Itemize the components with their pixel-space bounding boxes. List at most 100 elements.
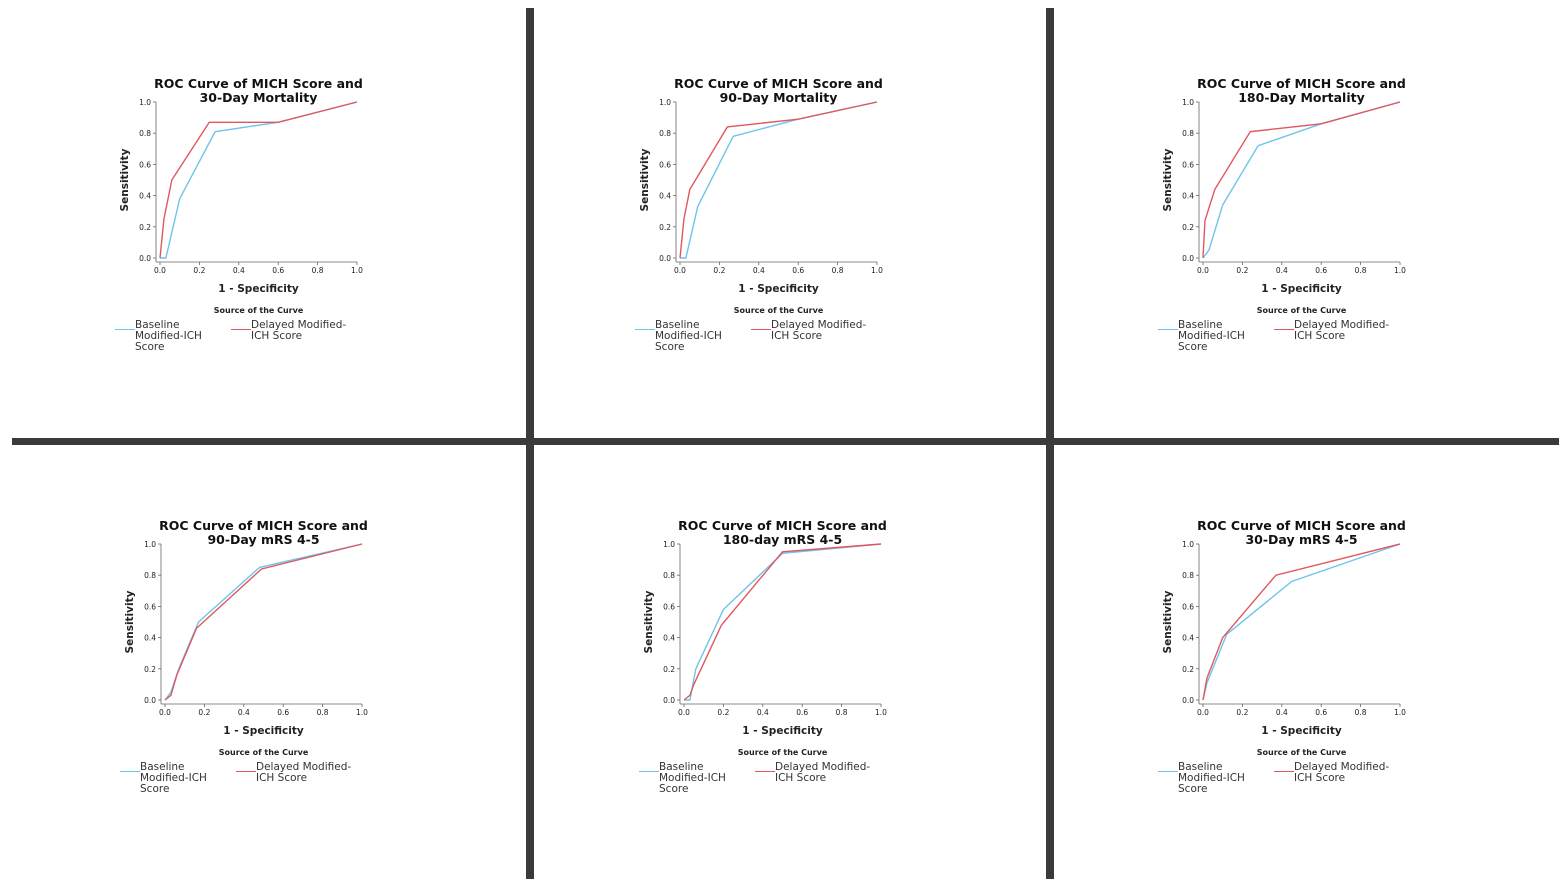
- roc-curve: [680, 101, 878, 259]
- x-tick-label: 0.4: [1276, 266, 1288, 275]
- x-tick-label: 0.0: [1197, 708, 1209, 717]
- y-tick-label: 0.4: [663, 634, 675, 643]
- legend-entry: Baseline Modified-ICH Score: [1158, 762, 1274, 795]
- y-tick-label: 0.6: [659, 160, 671, 169]
- roc-curve: [164, 543, 363, 701]
- x-tick-label: 0.6: [272, 266, 284, 275]
- legend-title: Source of the Curve: [219, 748, 309, 757]
- legend-swatch: [120, 771, 140, 772]
- legend-label: Baseline Modified-ICH Score: [140, 761, 207, 795]
- y-tick-label: 0.2: [1182, 223, 1194, 232]
- legend: Baseline Modified-ICH Score Delayed Modif…: [1158, 320, 1390, 353]
- legend-entry: Baseline Modified-ICH Score: [115, 320, 231, 353]
- legend-swatch: [231, 329, 251, 330]
- x-tick-label: 0.4: [238, 708, 250, 717]
- roc-curve: [1202, 101, 1401, 259]
- legend-label: Baseline Modified-ICH Score: [659, 761, 726, 795]
- y-tick-label: 0.0: [659, 254, 671, 263]
- chart-title: ROC Curve of MICH Score and 90-Day mRS 4…: [159, 518, 368, 547]
- y-tick-label: 0.2: [659, 223, 671, 232]
- legend: Baseline Modified-ICH Score Delayed Modif…: [120, 762, 352, 795]
- y-tick-label: 0.6: [663, 602, 675, 611]
- y-tick-label: 0.8: [663, 571, 675, 580]
- x-axis-label: 1 - Specificity: [738, 283, 819, 295]
- x-tick-label: 0.8: [832, 266, 844, 275]
- legend-entry: Delayed Modified-ICH Score: [1274, 762, 1390, 784]
- legend-label: Delayed Modified-ICH Score: [775, 761, 871, 784]
- y-axis-label: Sensitivity: [124, 590, 136, 653]
- legend-label: Delayed Modified-ICH Score: [251, 319, 347, 342]
- roc-curve: [160, 101, 358, 259]
- legend-title: Source of the Curve: [738, 748, 828, 757]
- x-tick-label: 1.0: [356, 708, 368, 717]
- y-tick-label: 0.4: [659, 192, 671, 201]
- y-tick-label: 0.2: [139, 223, 151, 232]
- legend-swatch: [1158, 771, 1178, 772]
- y-axis-label: Sensitivity: [1162, 590, 1174, 653]
- roc-curve: [1202, 543, 1401, 701]
- legend-entry: Baseline Modified-ICH Score: [635, 320, 751, 353]
- chart-title: ROC Curve of MICH Score and 30-Day Morta…: [154, 76, 363, 105]
- y-tick-label: 0.2: [1182, 665, 1194, 674]
- x-tick-label: 0.8: [312, 266, 324, 275]
- y-axis-label: Sensitivity: [119, 148, 131, 211]
- y-tick-label: 0.8: [144, 571, 156, 580]
- legend-entry: Delayed Modified-ICH Score: [751, 320, 867, 342]
- y-tick-label: 0.4: [1182, 634, 1194, 643]
- x-tick-label: 0.8: [1355, 266, 1367, 275]
- x-tick-label: 1.0: [1394, 708, 1406, 717]
- y-tick-label: 0.6: [144, 602, 156, 611]
- legend-entry: Delayed Modified-ICH Score: [231, 320, 347, 342]
- x-tick-label: 0.2: [193, 266, 205, 275]
- x-tick-label: 0.2: [1236, 266, 1248, 275]
- roc-curve: [684, 543, 882, 701]
- y-axis-label: Sensitivity: [1162, 148, 1174, 211]
- x-tick-label: 1.0: [351, 266, 363, 275]
- legend-entry: Delayed Modified-ICH Score: [1274, 320, 1390, 342]
- y-tick-label: 0.2: [663, 665, 675, 674]
- x-tick-label: 0.4: [233, 266, 245, 275]
- x-tick-label: 0.2: [198, 708, 210, 717]
- x-tick-label: 0.4: [757, 708, 769, 717]
- y-tick-label: 0.4: [144, 634, 156, 643]
- y-tick-label: 0.4: [139, 192, 151, 201]
- y-axis-label: Sensitivity: [639, 148, 651, 211]
- x-tick-label: 0.8: [317, 708, 329, 717]
- x-tick-label: 0.0: [1197, 266, 1209, 275]
- y-tick-label: 0.8: [139, 129, 151, 138]
- legend-entry: Baseline Modified-ICH Score: [120, 762, 236, 795]
- x-tick-label: 1.0: [875, 708, 887, 717]
- legend-swatch: [1274, 771, 1294, 772]
- y-tick-label: 0.8: [1182, 129, 1194, 138]
- x-tick-label: 0.4: [753, 266, 765, 275]
- y-tick-label: 0.0: [144, 696, 156, 705]
- legend-title: Source of the Curve: [1257, 748, 1347, 757]
- x-tick-label: 0.0: [154, 266, 166, 275]
- legend-label: Baseline Modified-ICH Score: [135, 319, 202, 353]
- chart-title: ROC Curve of MICH Score and 30-Day mRS 4…: [1197, 518, 1406, 547]
- legend-swatch: [751, 329, 771, 330]
- chart-title: ROC Curve of MICH Score and 90-Day Morta…: [674, 76, 883, 105]
- y-tick-label: 0.0: [1182, 696, 1194, 705]
- legend-label: Delayed Modified-ICH Score: [771, 319, 867, 342]
- roc-curve: [159, 101, 358, 259]
- x-axis-label: 1 - Specificity: [742, 725, 823, 737]
- roc-curve: [683, 543, 882, 701]
- y-tick-label: 0.4: [1182, 192, 1194, 201]
- y-tick-label: 1.0: [663, 540, 675, 549]
- y-tick-label: 1.0: [139, 98, 151, 107]
- y-tick-label: 0.6: [139, 160, 151, 169]
- y-tick-label: 1.0: [144, 540, 156, 549]
- legend-entry: Delayed Modified-ICH Score: [236, 762, 352, 784]
- x-tick-label: 0.8: [836, 708, 848, 717]
- y-tick-label: 0.6: [1182, 602, 1194, 611]
- x-tick-label: 0.8: [1355, 708, 1367, 717]
- roc-curve: [679, 101, 878, 259]
- legend-entry: Baseline Modified-ICH Score: [1158, 320, 1274, 353]
- y-tick-label: 1.0: [1182, 98, 1194, 107]
- x-tick-label: 1.0: [871, 266, 883, 275]
- x-tick-label: 0.0: [678, 708, 690, 717]
- x-tick-label: 0.6: [792, 266, 804, 275]
- roc-curve: [164, 543, 363, 701]
